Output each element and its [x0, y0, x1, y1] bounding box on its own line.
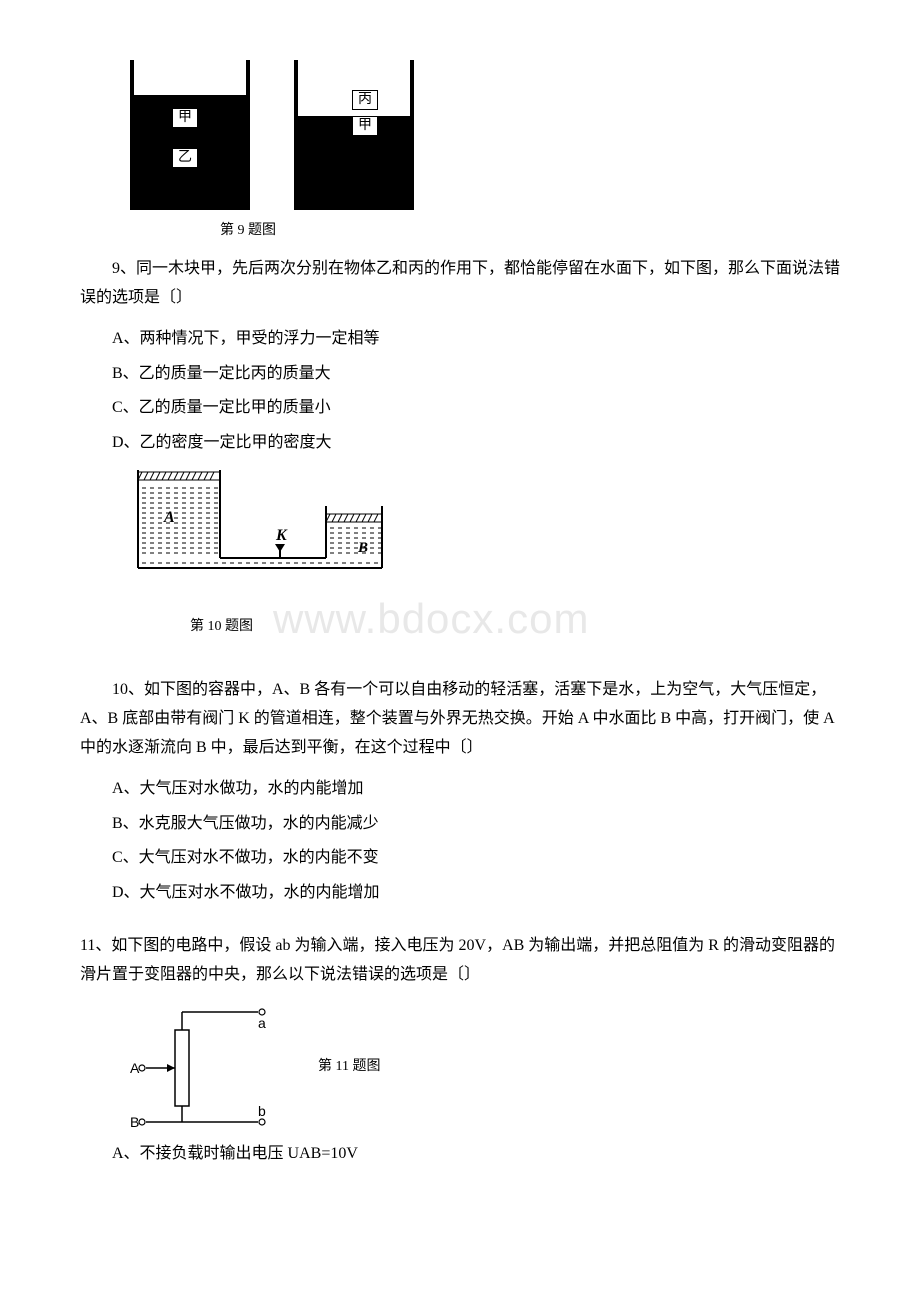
fig9-right-beaker: 丙 甲	[294, 60, 414, 210]
fig9-left-block-yi: 乙	[172, 148, 198, 168]
fig9-caption: 第 9 题图	[220, 218, 840, 243]
fig9-left-beaker: 甲 乙	[130, 60, 250, 210]
q9-opt-c: C、乙的质量一定比甲的质量小	[80, 394, 840, 423]
q9-opt-a: A、两种情况下，甲受的浮力一定相等	[80, 325, 840, 354]
fig9: 甲 乙 丙 甲	[130, 60, 840, 210]
fig10-svg: K A B	[130, 466, 390, 576]
fig11-svg: a b A B	[130, 1002, 290, 1132]
q10-opt-b: B、水克服大气压做功，水的内能减少	[80, 810, 840, 839]
svg-text:A: A	[163, 509, 175, 526]
q9-stem: 9、同一木块甲，先后两次分别在物体乙和丙的作用下，都恰能停留在水面下，如下图，那…	[80, 255, 840, 313]
q11-stem: 11、如下图的电路中，假设 ab 为输入端，接入电压为 20V，AB 为输出端，…	[80, 932, 840, 990]
svg-text:b: b	[258, 1103, 266, 1119]
fig9-containers: 甲 乙 丙 甲	[130, 60, 840, 210]
svg-text:B: B	[357, 540, 368, 556]
svg-text:A: A	[130, 1060, 140, 1076]
svg-text:K: K	[275, 527, 288, 544]
svg-text:B: B	[130, 1114, 139, 1130]
q10-stem: 10、如下图的容器中，A、B 各有一个可以自由移动的轻活塞，活塞下是水，上为空气…	[80, 676, 840, 762]
q10-opt-a: A、大气压对水做功，水的内能增加	[80, 775, 840, 804]
q10-opt-d: D、大气压对水不做功，水的内能增加	[80, 879, 840, 908]
fig11-caption: 第 11 题图	[318, 1054, 380, 1079]
svg-text:a: a	[258, 1015, 266, 1031]
q10-opt-c: C、大气压对水不做功，水的内能不变	[80, 844, 840, 873]
fig10-caption: 第 10 题图	[190, 614, 253, 639]
q9-opt-b: B、乙的质量一定比丙的质量大	[80, 360, 840, 389]
fig11: a b A B 第 11 题图	[130, 1002, 840, 1132]
fig9-right-block-jia: 甲	[352, 116, 378, 136]
q11-opt-a: A、不接负载时输出电压 UAB=10V	[80, 1140, 840, 1169]
q9-opt-d: D、乙的密度一定比甲的密度大	[80, 429, 840, 458]
fig9-left-block-jia: 甲	[172, 108, 198, 128]
fig9-right-block-bing: 丙	[352, 90, 378, 110]
watermark-text: www.bdocx.com	[273, 581, 589, 657]
fig10: K A B	[130, 466, 840, 587]
